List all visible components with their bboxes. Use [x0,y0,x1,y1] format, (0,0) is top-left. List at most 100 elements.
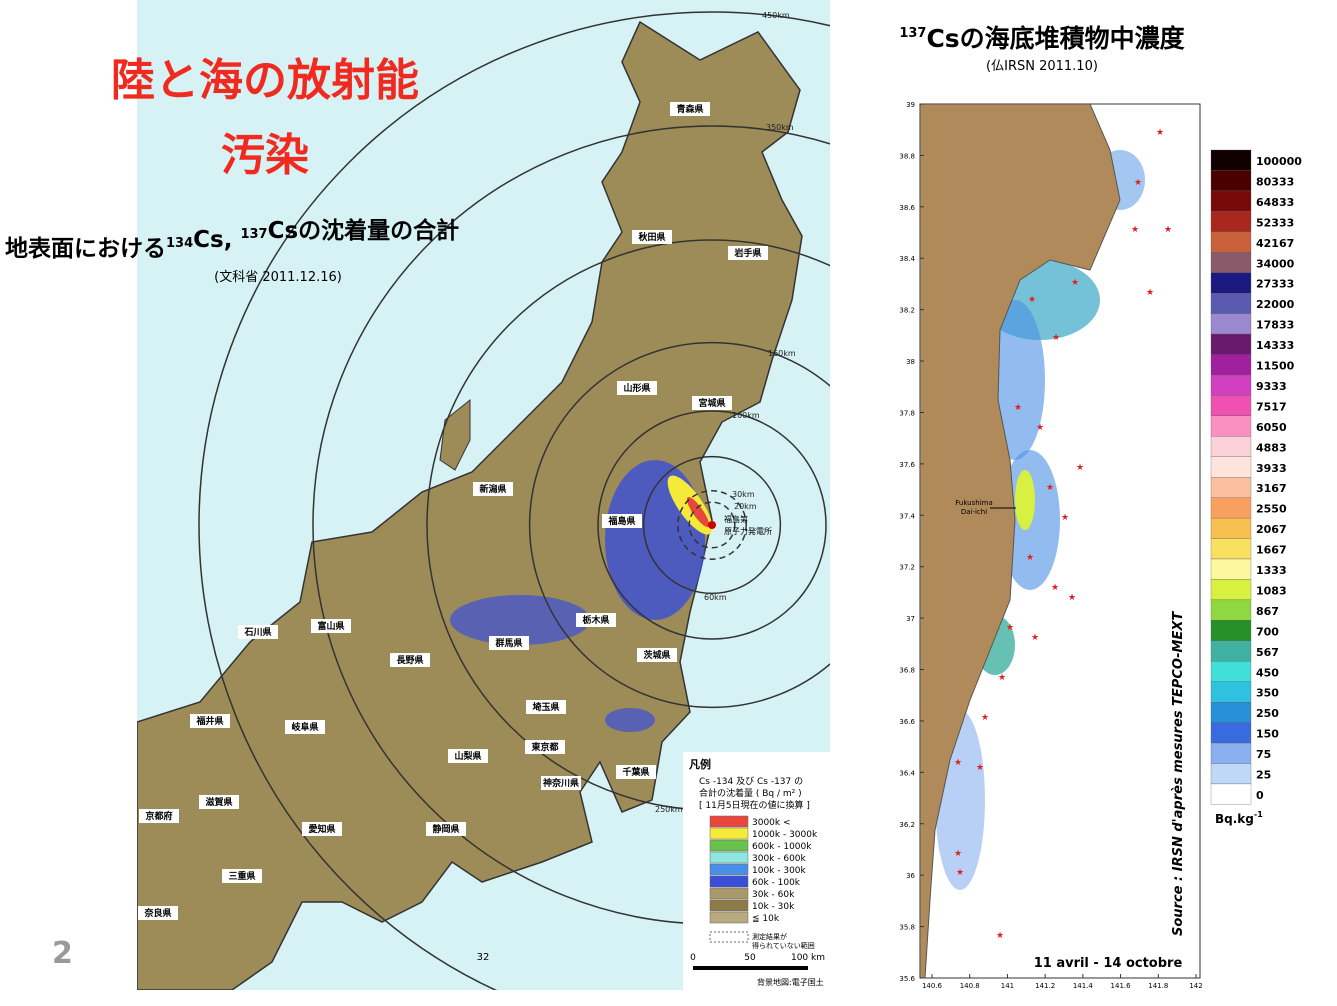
colorbar-cell [1210,211,1252,232]
colorbar-label: 11500 [1256,360,1295,373]
unit-base: Bq.kg [1215,812,1254,826]
colorbar-cell [1210,252,1252,273]
prefecture-label: 福井県 [195,715,223,727]
lat-tick-label: 38.4 [899,255,915,263]
legend-swatch [709,863,749,876]
subtitle-part: 地表面における [5,236,166,262]
sample-point: ★ [1046,483,1054,493]
distance-label: 30km [732,490,755,499]
lat-tick-label: 37.8 [899,409,915,417]
distance-label: 450km [762,11,790,20]
lon-tick-label: 140.6 [922,982,943,990]
prefecture-label-bg [576,613,616,627]
distance-ring [597,410,827,640]
site-label: Dai-ichi [961,508,987,516]
sample-point: ★ [1051,583,1059,593]
title: 汚染 [221,130,309,181]
prefecture-label-bg [692,396,732,410]
colorbar-cell [1210,354,1252,376]
scale-label: 50 [744,953,756,963]
prefecture-label-bg [222,869,262,883]
colorbar-label: 1083 [1256,584,1287,597]
sample-point: ★ [1146,288,1154,298]
prefecture-label: 京都府 [145,810,172,822]
colorbar-cell [1210,742,1252,764]
unit: Bq.kg-1 [1215,810,1263,826]
legend-swatch [709,911,749,924]
colorbar-label: 1667 [1256,544,1287,557]
colorbar-label: 1333 [1256,564,1287,577]
prefecture-label: 山梨県 [454,750,481,762]
sample-point: ★ [1028,295,1036,305]
prefecture-label-bg [448,749,488,763]
lat-tick-label: 36.6 [899,718,915,726]
site-label: Fukushima [955,499,993,507]
sample-point: ★ [1068,593,1076,603]
distance-ring [688,501,736,549]
vertical-source: Source : IRSN d'après mesures TEPCO-MEXT [1171,611,1186,936]
colorbar-label: 22000 [1256,298,1295,311]
colorbar-label: 0 [1256,789,1264,802]
title-text: Csの海底堆積物中濃度 [926,24,1184,53]
isotope-number: 134 [166,236,193,251]
subtitle: 地表面における134Cs, 137Csの沈着量の合計 [5,217,459,262]
colorbar-label: 150 [1256,728,1279,741]
distance-ring [642,455,782,595]
lat-tick-label: 36.2 [899,821,915,829]
subtitle-part: Csの沈着量の合計 [268,217,460,244]
isotope-number: 137 [240,227,267,242]
prefecture-label: 岐阜県 [291,721,318,733]
legend-description: [ 11月5日現在の値に換算 ] [699,799,810,811]
legend-swatch [709,827,749,840]
colorbar-cell [1210,149,1252,171]
legend-swatch [709,899,749,912]
lon-tick-label: 141.4 [1073,982,1094,990]
colorbar-label: 867 [1256,605,1279,618]
lon-tick-label: 141.6 [1111,982,1132,990]
right-title: 137Csの海底堆積物中濃度 [899,24,1184,53]
sample-point: ★ [956,868,964,878]
prefecture-label-bg [728,246,768,260]
prefecture-label-bg [637,648,677,662]
lat-tick-label: 38.6 [899,204,915,212]
distance-label: 350km [766,123,794,132]
colorbar-cell [1210,702,1252,723]
colorbar-cell [1210,599,1252,621]
prefecture-label: 岩手県 [733,247,761,259]
colorbar-cell [1210,661,1252,682]
prefecture-label-bg [302,822,342,836]
legend-class: 100k - 300k [752,866,807,876]
colorbar-label: 100000 [1256,155,1302,168]
sample-point: ★ [976,763,984,773]
prefecture-label: 新潟県 [479,483,506,495]
contamination-zone [605,460,705,620]
lat-tick-label: 39 [906,101,915,109]
prefecture-label: 愛知県 [308,823,335,835]
colorbar-cell [1210,579,1252,601]
unit-exponent: -1 [1254,810,1263,819]
sample-point: ★ [1026,553,1034,563]
colorbar-cell [1210,517,1252,539]
prefecture-label-bg [632,230,672,244]
colorbar-label: 7517 [1256,400,1287,413]
colorbar-cell [1210,170,1252,192]
lat-tick-label: 36.8 [899,667,915,675]
distance-ring [198,11,830,990]
legend-note: 得られていない範囲 [752,941,815,950]
lat-tick-label: 35.8 [899,924,915,932]
colorbar-label: 3167 [1256,482,1287,495]
colorbar-cell [1210,333,1252,355]
lat-tick-label: 35.6 [899,975,915,983]
prefecture-label-bg [139,809,179,823]
prefecture-label: 栃木県 [582,614,609,626]
legend-swatch [709,887,749,900]
prefecture-label-bg [138,906,178,920]
legend-class: 3000k < [752,818,791,828]
prefecture-label: 長野県 [396,655,423,666]
legend-title: 凡例 [689,757,711,771]
sample-point: ★ [1071,278,1079,288]
legend-class: 600k - 1000k [752,842,812,852]
plant-label: 福島第 [724,514,748,524]
lon-tick-label: 141.2 [1035,982,1055,990]
colorbar-cell [1210,722,1252,744]
